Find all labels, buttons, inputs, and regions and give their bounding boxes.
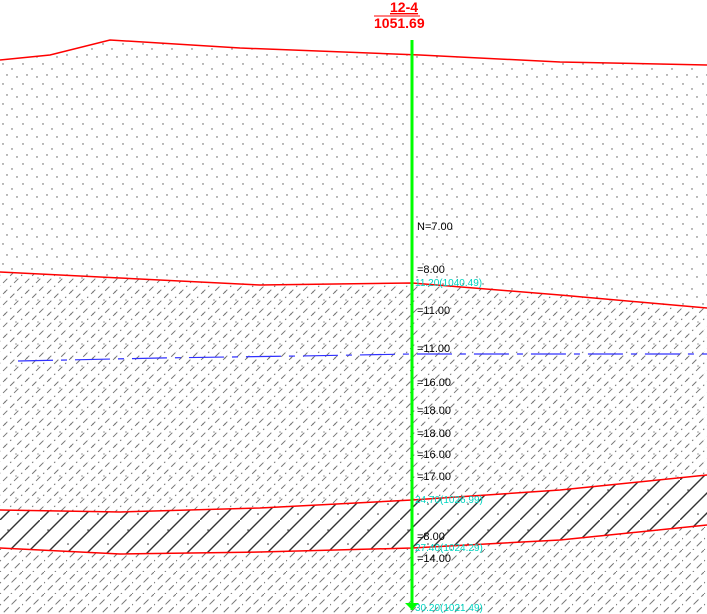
depth-label: =16.00 [417,449,451,461]
title-group: 12-41051.69 [374,0,425,31]
boundary-label: 24.70(1026.99) [415,495,483,506]
layer-L2 [0,272,707,512]
boundary-label: 11.20(1040.49) [415,278,482,289]
depth-label: =16.00 [417,377,451,389]
depth-label: =8.00 [417,531,445,543]
depth-label: =17.00 [417,471,451,483]
depth-label: =18.00 [417,428,451,440]
depth-label: =18.00 [417,405,451,417]
borehole-elevation: 1051.69 [374,15,425,31]
depth-label: =11.00 [417,343,450,355]
depth-label: =14.00 [417,553,451,565]
depth-label: N=7.00 [417,221,453,233]
depth-label: =8.00 [417,264,445,276]
depth-label: =11.00 [417,305,450,317]
boundary-label: 27.40(1024.29) [415,543,483,554]
stratum-fills [0,40,707,614]
layer-L1 [0,40,707,308]
boundary-label: 30.20(1021.49) [415,603,483,614]
borehole-id: 12-4 [390,0,418,15]
cross-section-svg: N=7.00 =8.00 =11.00 =11.00 =16.00 =18.00 =18.0… [0,0,707,614]
